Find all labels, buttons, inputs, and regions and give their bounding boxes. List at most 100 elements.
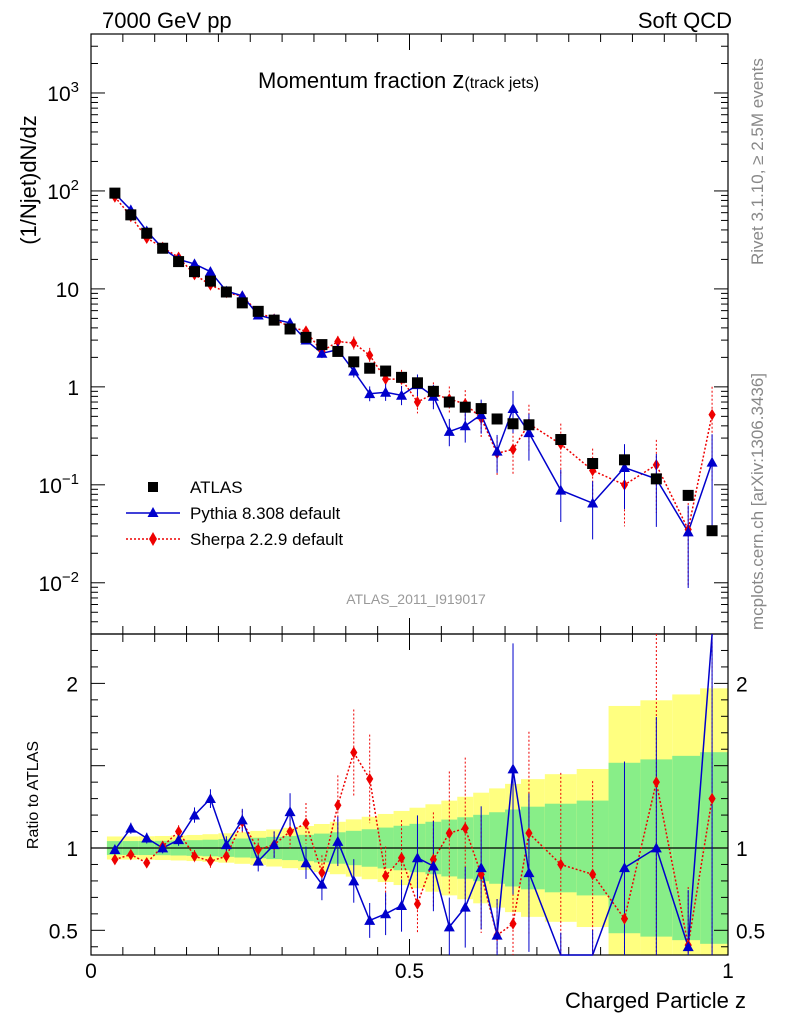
pythia-point [380, 386, 392, 397]
pythia-ratio-point [475, 862, 487, 873]
pythia-point [459, 420, 471, 431]
sherpa-ratio-point [620, 912, 629, 925]
sherpa-ratio-point [366, 773, 374, 785]
sherpa-ratio-point [429, 853, 437, 866]
pythia-point [706, 456, 718, 467]
sherpa-point [413, 396, 422, 408]
pythia-ratio-point [348, 875, 360, 886]
pythia-ratio-point [427, 860, 439, 871]
chart-title: Momentum fraction z(track jets) [258, 67, 539, 94]
ratio-y-tick-label: 1 [66, 838, 78, 861]
pythia-ratio-point [459, 901, 471, 912]
atlas-point [650, 473, 662, 485]
pythia-ratio-point [491, 929, 503, 940]
atlas-point [348, 356, 360, 368]
sherpa-point [382, 373, 390, 385]
pythia-ratio-point [109, 844, 121, 855]
pythia-ratio-point [507, 763, 519, 774]
atlas-point [443, 396, 455, 408]
pythia-point [491, 445, 503, 456]
sherpa-ratio-point [318, 866, 326, 879]
ratio-panel: 0.5 0.51 12 20 0.5 1 [49, 633, 765, 983]
sherpa-ratio-point [413, 898, 422, 910]
pythia-point [587, 497, 599, 508]
atlas-point [284, 323, 296, 335]
sherpa-ratio-point [222, 850, 230, 863]
ratio-frame [90, 633, 729, 956]
sherpa-ratio-point [461, 822, 469, 835]
atlas-point [316, 339, 328, 351]
sherpa-ratio-point [477, 868, 485, 881]
sherpa-ratio-point [382, 870, 390, 882]
sherpa-point [509, 443, 517, 456]
pythia-point [316, 347, 328, 358]
pythia-ratio-point [157, 842, 169, 853]
y-tick-label: 10−2 [39, 569, 79, 596]
analysis-id: ATLAS_2011_I919017 [346, 591, 486, 607]
ratio-y-tick-label: 2 [66, 673, 78, 696]
atlas-point [204, 275, 216, 287]
atlas-point [618, 454, 630, 466]
pythia-point [443, 426, 455, 436]
ratio-y-tick-label-right: 2 [736, 673, 748, 696]
atlas-point [332, 345, 344, 357]
atlas-point [507, 418, 519, 430]
atlas-point [555, 434, 567, 446]
pythia-ratio-point [316, 878, 328, 889]
sherpa-ratio-point [708, 792, 716, 805]
sherpa-ratio-point [350, 746, 358, 759]
sherpa-ratio-point [143, 856, 151, 869]
pythia-ratio-point [396, 900, 408, 911]
pythia-ratio-point [252, 855, 264, 866]
mcplots-label: mcplots.cern.ch [arXiv:1306.3436] [748, 373, 767, 630]
rivet-label: Rivet 3.1.10, ≥ 2.5M events [748, 58, 767, 265]
pythia-ratio-point [173, 834, 185, 845]
atlas-point [706, 525, 718, 537]
sherpa-point [334, 335, 342, 348]
sherpa-point [366, 349, 374, 362]
sherpa-ratio-point [445, 827, 453, 840]
pythia-ratio-point [268, 839, 280, 850]
x-tick-label: 1 [722, 960, 734, 983]
x-tick-label: 0 [85, 960, 97, 983]
atlas-point [459, 401, 471, 413]
atlas-point [220, 286, 232, 298]
header-right: Soft QCD [638, 8, 732, 33]
atlas-point [141, 227, 153, 239]
pythia-ratio-point [204, 793, 216, 804]
pythia-point [523, 427, 535, 438]
y-tick-label: 102 [47, 177, 79, 204]
sherpa-ratio-point [397, 852, 406, 864]
pythia-ratio-point [236, 814, 248, 825]
ratio-y-tick-label-right: 1 [736, 838, 748, 861]
atlas-point [491, 413, 503, 425]
main-panel: 10−2 10−1 1 10 102 103 [39, 33, 729, 955]
pythia-point [475, 409, 487, 420]
pythia-ratio-point [650, 842, 662, 853]
ratio-y-axis-label: Ratio to ATLAS [25, 741, 42, 849]
pythia-point [396, 389, 408, 400]
sherpa-ratio-point [286, 825, 294, 838]
sherpa-ratio-point [111, 853, 119, 866]
pythia-ratio-point [220, 839, 232, 850]
sherpa-ratio-point [334, 799, 342, 812]
atlas-point [189, 266, 201, 278]
x-tick-label: 0.5 [395, 960, 424, 983]
x-axis-label: Charged Particle z [565, 988, 746, 1013]
pythia-point [618, 462, 630, 472]
pythia-ratio-point [364, 914, 376, 925]
sherpa-ratio-point [589, 868, 597, 881]
ratio-y-tick-label-right: 0.5 [736, 920, 765, 943]
y-tick-label: 103 [47, 79, 79, 106]
pythia-point [204, 266, 216, 277]
ratio-y-tick-label: 0.5 [49, 920, 78, 943]
sherpa-ratio-point [127, 848, 135, 861]
sherpa-point [589, 464, 597, 477]
atlas-point [523, 419, 535, 431]
sherpa-ratio-point [174, 825, 183, 838]
legend-sherpa-marker [149, 532, 157, 546]
pythia-ratio-point [523, 867, 535, 878]
sherpa-ratio-line [114, 750, 713, 946]
pythia-point [682, 526, 694, 537]
